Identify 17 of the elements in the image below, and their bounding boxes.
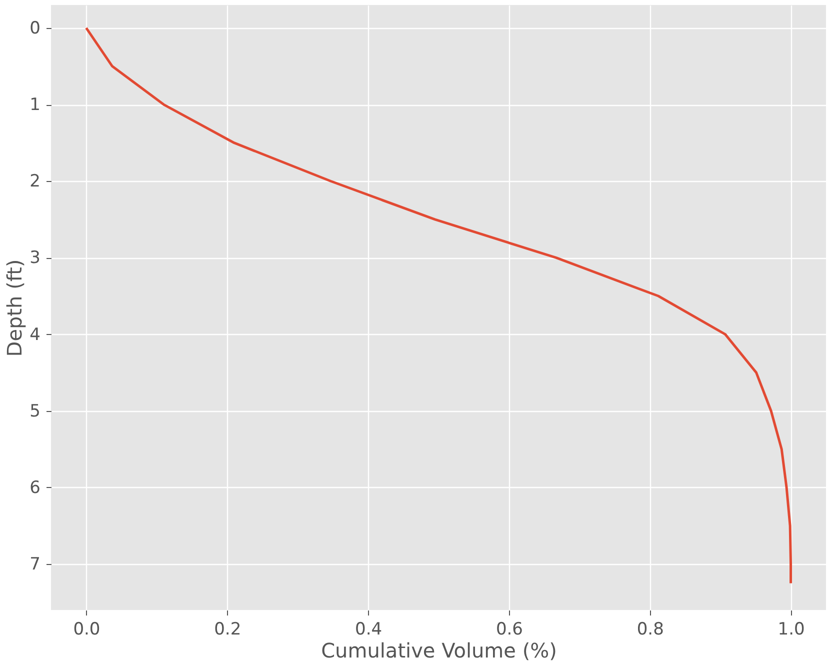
x-tick-label: 0.8 xyxy=(636,620,664,640)
x-tick-label: 0.0 xyxy=(73,620,100,640)
y-tick-label: 4 xyxy=(30,324,40,345)
x-tick-label: 0.4 xyxy=(355,620,382,640)
x-tick-label: 0.2 xyxy=(214,620,242,640)
x-tick-label: 0.6 xyxy=(496,620,523,640)
y-tick-label: 2 xyxy=(30,172,40,192)
y-axis-title: Depth (ft) xyxy=(2,259,27,357)
y-tick-label: 3 xyxy=(30,248,40,268)
y-tick-label: 1 xyxy=(30,95,40,116)
y-tick-label: 6 xyxy=(30,478,40,498)
x-tick-label: 1.0 xyxy=(778,620,805,640)
y-tick-label: 7 xyxy=(30,554,40,575)
line-series xyxy=(84,26,792,584)
x-axis-title: Cumulative Volume (%) xyxy=(321,638,557,662)
y-tick-label: 5 xyxy=(30,401,40,422)
y-tick-label: 0 xyxy=(30,18,40,38)
